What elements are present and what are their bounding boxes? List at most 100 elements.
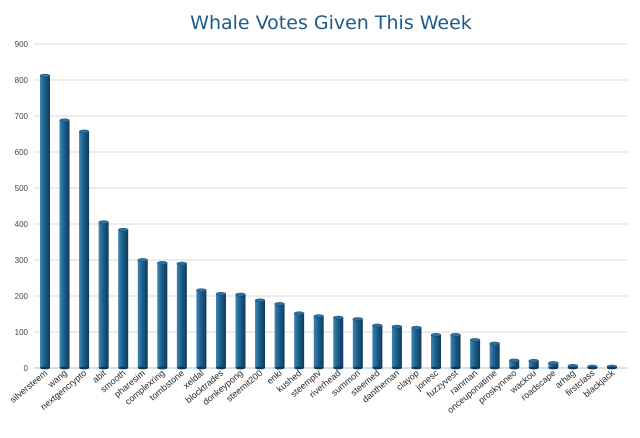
- bar-base: [391, 366, 402, 370]
- bar-base: [352, 366, 363, 370]
- bar-top-cap: [98, 220, 109, 224]
- bar: [469, 338, 481, 370]
- bar-top-cap: [548, 361, 559, 365]
- gridlines: [34, 43, 628, 333]
- bar: [254, 298, 266, 370]
- bar-top-cap: [450, 333, 461, 337]
- bar: [157, 261, 168, 370]
- bar-base: [528, 366, 539, 370]
- bar-base: [215, 366, 226, 370]
- bar: [215, 292, 227, 370]
- bar: [528, 358, 539, 370]
- bar: [98, 220, 109, 370]
- bar-top-cap: [235, 292, 246, 297]
- bar-base: [79, 366, 90, 370]
- bar: [352, 317, 363, 370]
- bar-body: [274, 303, 285, 368]
- bar-base: [567, 366, 578, 370]
- bar-top-cap: [352, 317, 363, 321]
- bar-base: [40, 366, 50, 370]
- bar: [372, 323, 383, 370]
- chart-title: Whale Votes Given This Week: [190, 12, 472, 34]
- bar-top-cap: [528, 358, 539, 363]
- bar-base: [98, 366, 109, 370]
- bar-top-cap: [372, 323, 383, 328]
- bar-body: [79, 131, 90, 368]
- bar-body: [391, 326, 402, 368]
- bar-body: [176, 263, 187, 368]
- bar: [313, 314, 324, 370]
- bar: [235, 292, 246, 370]
- bar-body: [470, 339, 481, 368]
- bar-body: [528, 360, 539, 368]
- bar-base: [411, 366, 422, 370]
- bar: [78, 129, 90, 370]
- bar: [176, 261, 188, 370]
- bar-body: [137, 260, 148, 368]
- bar-base: [137, 366, 148, 370]
- bar-base: [118, 366, 129, 370]
- bar-base: [176, 366, 187, 370]
- bar-base: [274, 366, 285, 370]
- bar: [411, 325, 422, 370]
- bar-top-cap: [215, 292, 227, 296]
- bar: [274, 302, 285, 370]
- bar-body: [372, 325, 383, 368]
- bar: [59, 118, 70, 370]
- bar-body: [313, 316, 324, 368]
- bar-base: [470, 366, 481, 370]
- bar-base: [255, 366, 266, 370]
- bar-base: [606, 366, 617, 370]
- y-tick-label: 0: [24, 364, 29, 373]
- bar-body: [450, 334, 461, 368]
- bar-body: [157, 262, 168, 368]
- bar-top-cap: [196, 288, 207, 293]
- bar: [430, 333, 442, 370]
- bar: [567, 364, 579, 370]
- bar: [333, 315, 344, 370]
- y-tick-label: 100: [15, 328, 29, 337]
- bar-top-cap: [137, 258, 148, 262]
- bar-base: [431, 366, 441, 370]
- bar: [548, 361, 559, 370]
- bar-top-cap: [313, 314, 324, 318]
- bar-body: [118, 229, 129, 368]
- bar-top-cap: [117, 227, 129, 232]
- bar-base: [59, 366, 70, 370]
- bar-body: [509, 360, 520, 368]
- bar-body: [548, 362, 559, 368]
- bar-top-cap: [78, 129, 90, 134]
- y-tick-label: 900: [15, 40, 29, 49]
- bar: [196, 288, 207, 370]
- bar: [137, 258, 148, 370]
- bar-body: [333, 317, 344, 368]
- bar-base: [587, 366, 598, 370]
- bar-body: [235, 294, 246, 368]
- bar: [606, 364, 618, 370]
- bar-base: [333, 366, 344, 370]
- y-tick-label: 600: [15, 148, 29, 157]
- y-tick-label: 400: [15, 220, 29, 229]
- bar-body: [255, 300, 266, 368]
- bar-base: [372, 366, 383, 370]
- y-tick-label: 300: [15, 256, 29, 265]
- bar-body: [196, 290, 207, 368]
- bar-top-cap: [39, 73, 51, 78]
- bar-top-cap: [274, 302, 285, 306]
- bar-body: [215, 293, 226, 368]
- bar-top-cap: [391, 324, 403, 329]
- bar-base: [196, 366, 207, 370]
- bar-top-cap: [430, 333, 442, 337]
- bar: [39, 73, 51, 370]
- bar: [587, 364, 598, 370]
- bar-base: [450, 366, 461, 370]
- bar-base: [294, 366, 305, 370]
- y-tick-label: 200: [15, 292, 29, 301]
- bar: [450, 333, 461, 370]
- bar-base: [235, 366, 246, 370]
- bar-body: [59, 120, 70, 368]
- bar-top-cap: [333, 315, 344, 320]
- bar-body: [489, 343, 500, 368]
- bar-base: [489, 366, 500, 370]
